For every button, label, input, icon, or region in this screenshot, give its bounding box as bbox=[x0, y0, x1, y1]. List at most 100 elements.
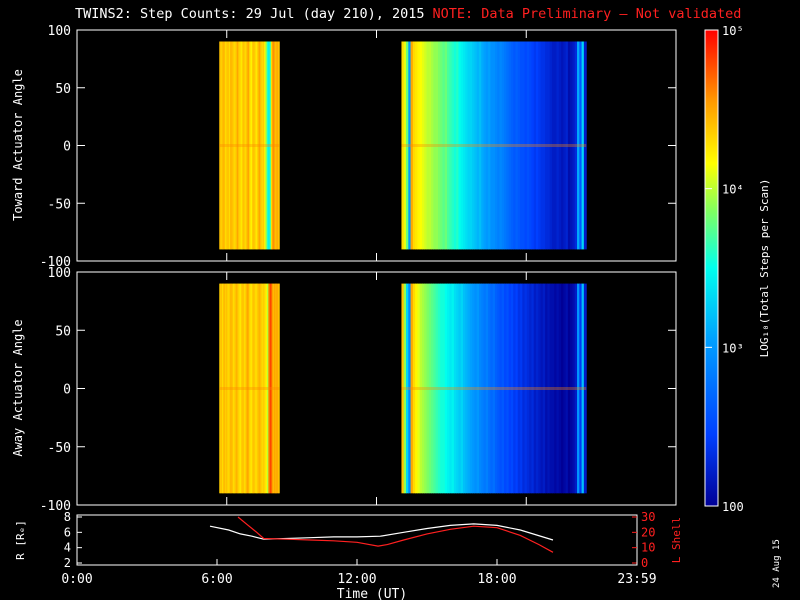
colorbar-tick-label: 10⁴ bbox=[722, 183, 744, 197]
away-column bbox=[437, 283, 441, 494]
toward-column bbox=[504, 41, 507, 250]
toward-ytick-label: 50 bbox=[55, 82, 71, 97]
away-column bbox=[458, 283, 462, 494]
toward-column bbox=[264, 41, 267, 250]
away-column bbox=[478, 283, 482, 494]
toward-column bbox=[469, 41, 473, 250]
away-column bbox=[231, 283, 234, 494]
toward-column bbox=[235, 41, 238, 250]
away-column bbox=[424, 283, 428, 494]
toward-column bbox=[272, 41, 275, 250]
away-column bbox=[270, 283, 273, 494]
toward-column bbox=[406, 41, 409, 250]
toward-column bbox=[492, 41, 496, 250]
toward-column bbox=[485, 41, 489, 250]
toward-column bbox=[431, 41, 434, 250]
toward-column bbox=[547, 41, 551, 250]
toward-column bbox=[449, 41, 453, 250]
toward-column bbox=[247, 41, 250, 250]
toward-column bbox=[246, 41, 249, 250]
away-column bbox=[513, 283, 517, 494]
away-column bbox=[412, 283, 416, 494]
away-column bbox=[428, 283, 432, 494]
toward-column bbox=[238, 41, 241, 250]
toward-column bbox=[478, 41, 482, 250]
toward-column bbox=[251, 41, 254, 250]
toward-column bbox=[265, 41, 268, 250]
away-column bbox=[440, 283, 444, 494]
away-column bbox=[261, 283, 264, 494]
toward-column bbox=[268, 41, 271, 250]
toward-column bbox=[510, 41, 514, 250]
toward-column bbox=[506, 41, 510, 250]
away-column bbox=[485, 283, 489, 494]
away-zero-band bbox=[401, 387, 587, 390]
away-ytick-label: 50 bbox=[55, 324, 71, 339]
toward-ytick-label: 100 bbox=[48, 24, 71, 39]
toward-column bbox=[262, 41, 265, 250]
toward-column bbox=[250, 41, 253, 250]
away-column bbox=[226, 283, 229, 494]
away-column bbox=[494, 283, 498, 494]
away-column bbox=[433, 283, 437, 494]
away-column bbox=[262, 283, 265, 494]
away-column bbox=[549, 283, 553, 494]
date-stamp: 24 Aug 15 bbox=[772, 539, 782, 588]
away-column bbox=[581, 283, 585, 494]
toward-column bbox=[419, 41, 423, 250]
toward-column bbox=[515, 41, 519, 250]
toward-column bbox=[451, 41, 455, 250]
radius-ylabel: R [Rₑ] bbox=[14, 520, 27, 560]
away-column bbox=[574, 283, 578, 494]
away-column bbox=[542, 283, 546, 494]
away-column bbox=[510, 283, 514, 494]
away-column bbox=[517, 283, 521, 494]
away-column bbox=[561, 283, 564, 494]
away-column bbox=[488, 283, 491, 494]
away-column bbox=[583, 283, 587, 494]
toward-column bbox=[472, 41, 476, 250]
toward-column bbox=[231, 41, 234, 250]
toward-column bbox=[421, 41, 425, 250]
toward-column bbox=[581, 41, 585, 250]
time-xtick-label: 0:00 bbox=[61, 572, 92, 587]
away-column bbox=[230, 283, 233, 494]
away-column bbox=[415, 283, 419, 494]
toward-column bbox=[220, 41, 223, 250]
toward-column bbox=[256, 41, 258, 250]
away-column bbox=[529, 283, 533, 494]
toward-column bbox=[239, 41, 242, 250]
toward-column bbox=[494, 41, 498, 250]
away-column bbox=[254, 283, 257, 494]
toward-column bbox=[542, 41, 546, 250]
away-column bbox=[276, 283, 279, 494]
away-ytick-label: -100 bbox=[40, 499, 71, 514]
away-zero-band bbox=[219, 387, 280, 390]
title-text: TWINS2: Step Counts: 29 Jul (day 210), 2… bbox=[75, 6, 425, 22]
away-column bbox=[241, 283, 243, 494]
toward-column bbox=[574, 41, 578, 250]
away-column bbox=[579, 283, 583, 494]
away-column bbox=[264, 283, 267, 494]
away-column bbox=[272, 283, 275, 494]
toward-column bbox=[563, 41, 567, 250]
toward-column bbox=[561, 41, 564, 250]
toward-column bbox=[522, 41, 526, 250]
toward-column bbox=[545, 41, 548, 250]
away-column bbox=[531, 283, 535, 494]
toward-column bbox=[583, 41, 587, 250]
orbit-lines bbox=[209, 516, 554, 553]
away-column bbox=[269, 283, 272, 494]
toward-column bbox=[490, 41, 494, 250]
toward-ytick-label: -50 bbox=[48, 197, 71, 212]
away-column bbox=[453, 283, 457, 494]
away-column bbox=[401, 283, 405, 494]
away-column bbox=[577, 283, 580, 494]
away-ytick-label: 100 bbox=[48, 266, 71, 281]
toward-ytick-label: 0 bbox=[63, 140, 71, 155]
away-column bbox=[220, 283, 223, 494]
away-column bbox=[551, 283, 555, 494]
toward-column bbox=[245, 41, 248, 250]
toward-column bbox=[401, 41, 405, 250]
toward-heatmap bbox=[219, 41, 587, 250]
